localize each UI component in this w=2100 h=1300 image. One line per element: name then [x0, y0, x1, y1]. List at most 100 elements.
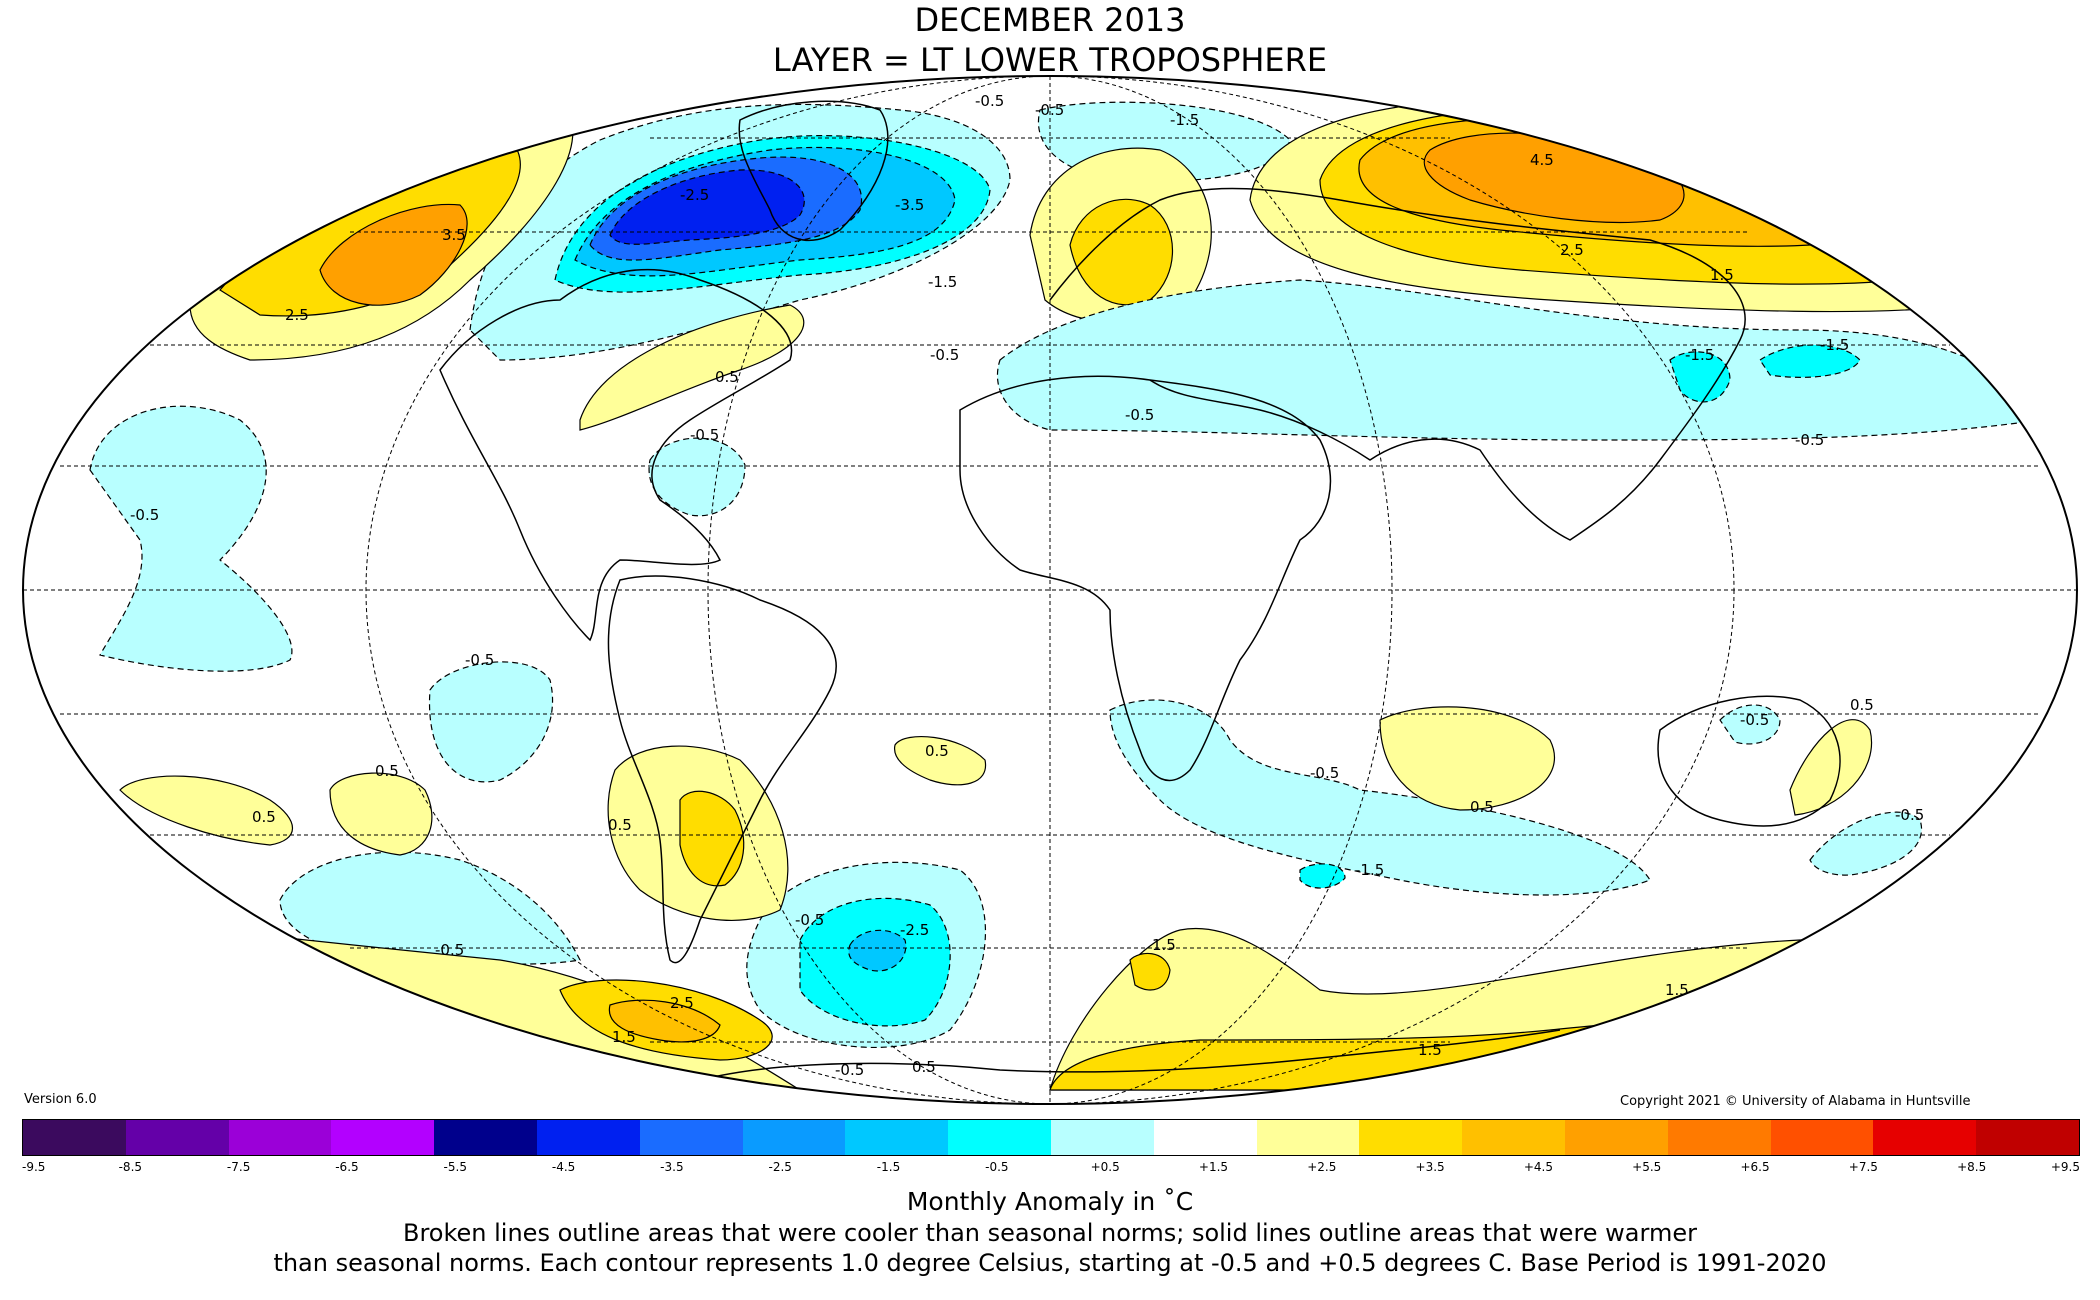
contour-label: 0.5: [715, 368, 739, 386]
colorbar-tick-label: -1.5: [876, 1160, 901, 1174]
version-label: Version 6.0: [24, 1092, 97, 1107]
colorbar-swatch: [1976, 1120, 2079, 1155]
colorbar-tick-label: +1.5: [1198, 1160, 1229, 1174]
region-africa-cold: [1109, 699, 1651, 896]
colorbar-swatch: [1153, 1120, 1257, 1155]
colorbar-tick-label: -8.5: [118, 1160, 143, 1174]
region-caribbean-cold: [648, 437, 746, 517]
contour-label: -0.5: [1895, 806, 1924, 824]
contour-label: -0.5: [1035, 101, 1064, 119]
map-title: DECEMBER 2013 LAYER = LT LOWER TROPOSPHE…: [0, 0, 2100, 80]
colorbar-swatch: [1256, 1120, 1360, 1155]
colorbar-swatch: [228, 1120, 332, 1155]
graticule: [23, 76, 2077, 1104]
colorbar-swatch: [1564, 1120, 1668, 1155]
colorbar-tick-label: -6.5: [335, 1160, 359, 1174]
region-pacific-cold-west: [1719, 704, 1781, 745]
colorbar-tick-label: +6.5: [1740, 1160, 1770, 1174]
coast-greenland: [738, 100, 889, 241]
contour-label: 0.5: [375, 762, 399, 780]
contour-label: 0.5: [912, 1058, 936, 1076]
contour-label: -1.5: [928, 273, 957, 291]
colorbar-swatch: [1359, 1120, 1463, 1155]
region-alaska-warm-3: [319, 203, 468, 306]
contour-label: -0.5: [130, 506, 159, 524]
contour-label: 0.5: [1850, 696, 1874, 714]
note-line-2: than seasonal norms. Each contour repres…: [273, 1249, 1827, 1277]
legend-text: Monthly Anomaly in ˚C Broken lines outli…: [0, 1186, 2100, 1278]
colorbar-swatch: [1050, 1120, 1154, 1155]
contour-label: 2.5: [1560, 241, 1584, 259]
region-south-america-warm-2: [679, 790, 745, 887]
coast-africa: [959, 375, 1332, 781]
contour-label: 3.5: [442, 226, 466, 244]
contour-label: 4.5: [1530, 151, 1554, 169]
colorbar-ticks: -9.5 -8.5 -7.5 -6.5 -5.5 -4.5 -3.5 -2.5 -1.5 -0.5…: [22, 1160, 2080, 1182]
colorbar: [22, 1119, 2080, 1156]
contour-label: 1.5: [1665, 981, 1689, 999]
colorbar-tick-label: +9.5: [2050, 1160, 2080, 1174]
colorbar-tick-label: -4.5: [551, 1160, 576, 1174]
coast-australia: [1657, 695, 1841, 827]
colorbar-swatch: [434, 1120, 537, 1155]
contour-label: 1.5: [1152, 936, 1176, 954]
contour-label: -2.5: [680, 186, 709, 204]
contour-label: 0.5: [252, 808, 276, 826]
contour-label: 0.5: [925, 742, 949, 760]
contour-label: -1.5: [1685, 346, 1714, 364]
coast-south-america: [607, 575, 837, 964]
colorbar-swatch: [331, 1120, 435, 1155]
contour-label: 0.5: [1470, 798, 1494, 816]
coast-europe-asia: [1049, 187, 1746, 541]
contour-label: 1.5: [612, 1028, 636, 1046]
region-europe-warm-2: [1069, 198, 1174, 306]
region-pacific-cold-spot: [1759, 344, 1861, 378]
contour-label: -2.5: [900, 921, 929, 939]
colorbar-tick-label: +7.5: [1848, 1160, 1878, 1174]
coastlines: [439, 100, 1841, 1081]
colorbar-swatch: [639, 1120, 743, 1155]
coast-antarctica: [699, 1029, 1561, 1081]
colorbar-swatch: [1873, 1120, 1977, 1155]
contour-label: -0.5: [795, 911, 824, 929]
colorbar-tick-label: -2.5: [768, 1160, 792, 1174]
colorbar-tick-label: -3.5: [660, 1160, 684, 1174]
contour-label: -0.5: [1125, 406, 1154, 424]
coast-north-america: [439, 268, 793, 642]
contour-label: -0.5: [1795, 431, 1824, 449]
contour-label: -1.5: [1355, 861, 1384, 879]
contour-label: 1.5: [1418, 1041, 1442, 1059]
colorbar-tick-label: -7.5: [226, 1160, 251, 1174]
title-month: DECEMBER 2013: [914, 1, 1186, 39]
colorbar-tick-label: +5.5: [1632, 1160, 1662, 1174]
region-south-pacific-warm-1: [119, 775, 294, 846]
contour-label: -0.5: [465, 651, 494, 669]
colorbar-swatch: [23, 1120, 126, 1155]
colorbar-swatch: [536, 1120, 640, 1155]
contour-label: -1.5: [1170, 111, 1199, 129]
region-south-pacific-cold: [428, 661, 554, 783]
colorbar-tick-label: -5.5: [443, 1160, 467, 1174]
contour-label: 1.5: [1710, 266, 1734, 284]
contour-label: -0.5: [435, 941, 464, 959]
colorbar-tick-label: +3.5: [1415, 1160, 1445, 1174]
colorbar-title: Monthly Anomaly in ˚C: [906, 1187, 1194, 1216]
colorbar-swatch: [845, 1120, 949, 1155]
contour-label: -0.5: [1310, 764, 1339, 782]
contour-label: -0.5: [690, 426, 719, 444]
colorbar-swatch: [1667, 1120, 1771, 1155]
note-line-1: Broken lines outline areas that were coo…: [403, 1219, 1697, 1247]
contour-label: -1.5: [1820, 336, 1849, 354]
anomaly-map: -0.5 -0.5 -1.5 -2.5 -3.5 -1.5 -0.5 0.5 -…: [22, 75, 2078, 1105]
region-antarctic-warm-3: [1129, 952, 1171, 991]
title-layer: LAYER = LT LOWER TROPOSPHERE: [772, 41, 1328, 79]
colorbar-swatch: [125, 1120, 229, 1155]
contour-label: 2.5: [285, 306, 309, 324]
contour-label: 0.5: [608, 816, 632, 834]
colorbar-tick-label: +0.5: [1090, 1160, 1120, 1174]
region-drake-cold-3: [848, 929, 907, 972]
colorbar-tick-label: +4.5: [1523, 1160, 1553, 1174]
colorbar-swatch: [948, 1120, 1051, 1155]
colorbar-tick-label: -0.5: [985, 1160, 1009, 1174]
colorbar-swatch: [1462, 1120, 1565, 1155]
